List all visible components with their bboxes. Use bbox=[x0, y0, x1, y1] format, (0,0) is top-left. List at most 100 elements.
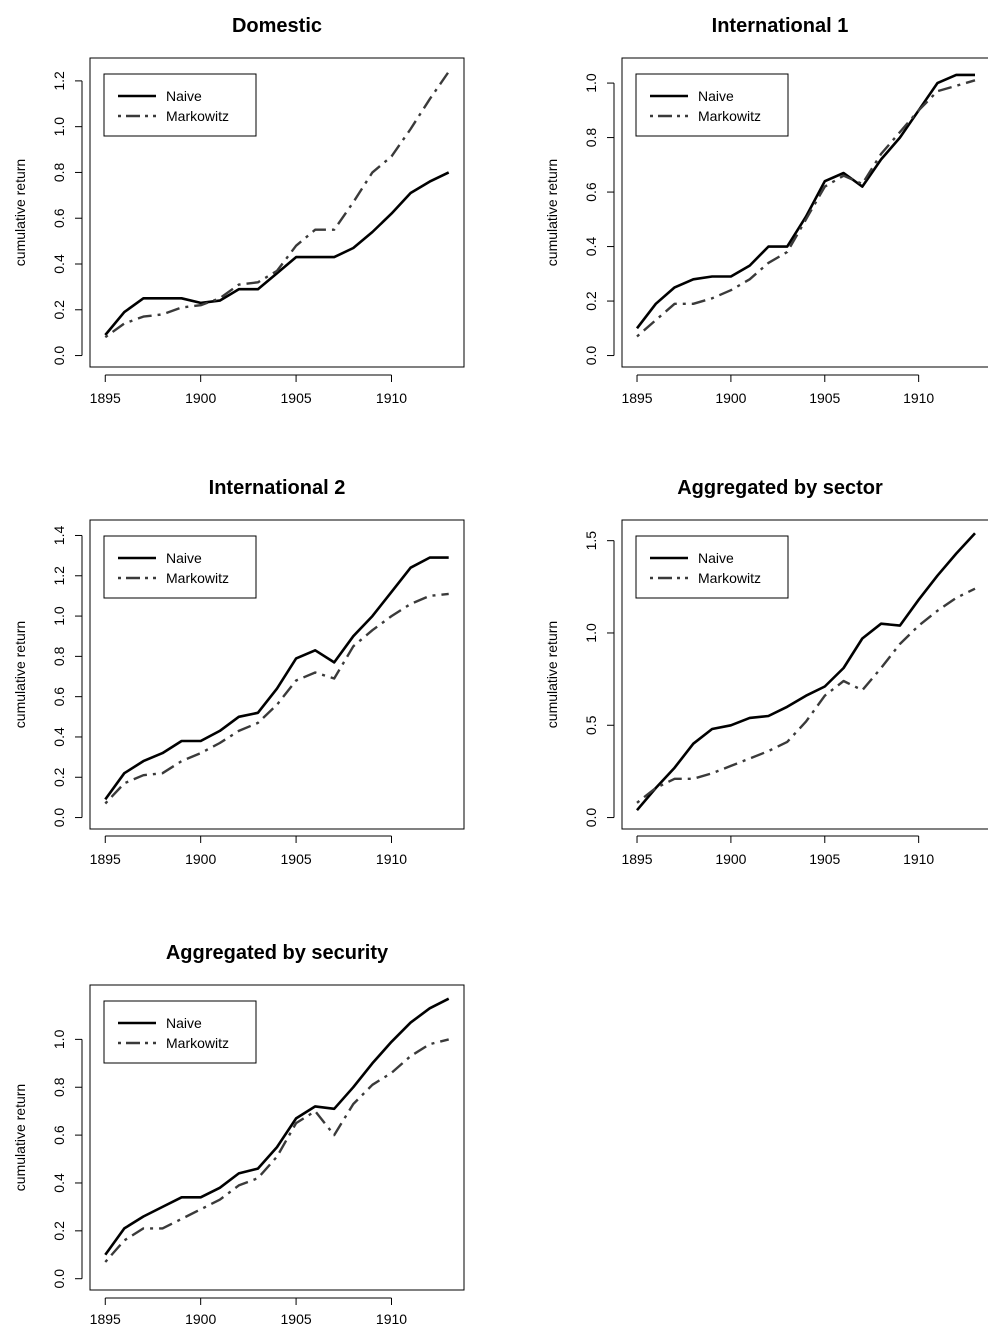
series-line-naive bbox=[104, 171, 450, 336]
series-line-markowitz bbox=[636, 587, 976, 804]
chart-panel: Domestic 1895 1900 1905 1910 0.0 0.2 0.4 0.6 0.8 1… bbox=[12, 15, 465, 406]
x-tick-label: 1910 bbox=[376, 390, 407, 406]
y-axis-label: cumulative return bbox=[544, 159, 560, 266]
legend-label: Naive bbox=[166, 550, 202, 566]
y-tick-label: 0.2 bbox=[51, 300, 67, 320]
series-line-naive bbox=[636, 532, 976, 812]
y-tick-label: 0.0 bbox=[51, 808, 67, 828]
legend: Naive Markowitz bbox=[103, 1000, 257, 1064]
legend-box bbox=[103, 1000, 257, 1064]
y-tick-label: 1.0 bbox=[51, 606, 67, 626]
chart-panel: Aggregated by sector 1895 1900 1905 1910 0.0 0… bbox=[544, 477, 988, 867]
x-tick-label: 1900 bbox=[715, 851, 746, 867]
y-tick-label: 0.6 bbox=[51, 208, 67, 228]
series-line-naive bbox=[104, 997, 450, 1256]
y-tick-label: 0.8 bbox=[51, 163, 67, 183]
y-tick-label: 0.8 bbox=[51, 1077, 67, 1097]
legend-label: Markowitz bbox=[698, 108, 761, 124]
x-tick-label: 1905 bbox=[809, 851, 840, 867]
y-tick-label: 1.0 bbox=[51, 1029, 67, 1049]
x-tick-label: 1905 bbox=[809, 390, 840, 406]
legend-label: Markowitz bbox=[166, 1035, 229, 1051]
legend-label: Markowitz bbox=[698, 570, 761, 586]
x-tick-label: 1905 bbox=[281, 390, 312, 406]
legend-label: Naive bbox=[698, 88, 734, 104]
y-tick-label: 0.6 bbox=[51, 687, 67, 707]
y-tick-label: 1.0 bbox=[583, 73, 599, 93]
chart-panel: International 2 1895 1900 1905 1910 0.0 0.2 0.4… bbox=[12, 477, 465, 867]
chart-title: International 1 bbox=[712, 15, 849, 37]
x-tick-label: 1910 bbox=[376, 1311, 407, 1327]
series-line-markowitz bbox=[104, 71, 450, 339]
y-tick-label: 0.2 bbox=[51, 1221, 67, 1241]
y-tick-label: 1.4 bbox=[51, 526, 67, 546]
y-axis-label: cumulative return bbox=[544, 621, 560, 728]
x-tick-label: 1895 bbox=[90, 1311, 121, 1327]
x-tick-label: 1895 bbox=[90, 851, 121, 867]
legend: Naive Markowitz bbox=[635, 535, 789, 599]
y-tick-label: 1.0 bbox=[583, 623, 599, 643]
x-tick-label: 1900 bbox=[185, 851, 216, 867]
x-tick-label: 1900 bbox=[185, 390, 216, 406]
y-tick-label: 1.0 bbox=[51, 117, 67, 137]
x-tick-label: 1895 bbox=[90, 390, 121, 406]
chart-title: International 2 bbox=[209, 477, 346, 499]
x-tick-label: 1910 bbox=[903, 851, 934, 867]
legend: Naive Markowitz bbox=[635, 73, 789, 137]
legend-label: Naive bbox=[698, 550, 734, 566]
x-tick-label: 1910 bbox=[903, 390, 934, 406]
legend: Naive Markowitz bbox=[103, 73, 257, 137]
y-tick-label: 0.2 bbox=[51, 767, 67, 787]
y-axis-label: cumulative return bbox=[12, 621, 28, 728]
y-tick-label: 0.4 bbox=[583, 237, 599, 257]
plot-border bbox=[89, 519, 465, 830]
series-line-naive bbox=[104, 556, 449, 801]
x-tick-label: 1910 bbox=[376, 851, 407, 867]
legend-label: Naive bbox=[166, 1015, 202, 1031]
y-tick-label: 0.0 bbox=[51, 346, 67, 366]
y-tick-label: 0.5 bbox=[583, 715, 599, 735]
chart-panel: International 1 1895 1900 1905 1910 0.0 0.2 0.4… bbox=[544, 15, 988, 406]
x-tick-label: 1905 bbox=[281, 851, 312, 867]
y-tick-label: 0.0 bbox=[583, 808, 599, 828]
chart-title: Aggregated by sector bbox=[677, 477, 883, 499]
y-tick-label: 0.0 bbox=[51, 1269, 67, 1289]
y-tick-label: 0.6 bbox=[583, 182, 599, 202]
y-tick-label: 0.8 bbox=[583, 128, 599, 148]
y-tick-label: 0.4 bbox=[51, 254, 67, 274]
y-tick-label: 0.0 bbox=[583, 346, 599, 366]
y-tick-label: 0.4 bbox=[51, 727, 67, 747]
legend-box bbox=[103, 73, 257, 137]
x-tick-label: 1905 bbox=[281, 1311, 312, 1327]
legend-label: Markowitz bbox=[166, 108, 229, 124]
legend-label: Naive bbox=[166, 88, 202, 104]
plot-border bbox=[621, 57, 988, 368]
y-tick-label: 1.5 bbox=[583, 531, 599, 551]
x-tick-label: 1900 bbox=[715, 390, 746, 406]
y-tick-label: 1.2 bbox=[51, 566, 67, 586]
series-line-markowitz bbox=[636, 79, 976, 338]
chart-panel: Aggregated by security 1895 1900 1905 1910 0.… bbox=[12, 942, 465, 1327]
legend-label: Markowitz bbox=[166, 570, 229, 586]
legend: Naive Markowitz bbox=[103, 535, 257, 599]
x-tick-label: 1895 bbox=[621, 390, 652, 406]
y-tick-label: 0.8 bbox=[51, 646, 67, 666]
y-axis-label: cumulative return bbox=[12, 1084, 28, 1191]
legend-box bbox=[635, 73, 789, 137]
chart-title: Domestic bbox=[232, 15, 322, 37]
series-line-markowitz bbox=[104, 592, 449, 805]
y-axis-label: cumulative return bbox=[12, 159, 28, 266]
y-tick-label: 0.6 bbox=[51, 1125, 67, 1145]
legend-box bbox=[103, 535, 257, 599]
series-line-markowitz bbox=[104, 1038, 449, 1263]
legend-box bbox=[635, 535, 789, 599]
y-tick-label: 1.2 bbox=[51, 71, 67, 91]
x-tick-label: 1900 bbox=[185, 1311, 216, 1327]
plot-border bbox=[89, 984, 465, 1291]
plot-border bbox=[89, 57, 465, 368]
y-tick-label: 0.2 bbox=[583, 291, 599, 311]
y-tick-label: 0.4 bbox=[51, 1173, 67, 1193]
plot-border bbox=[621, 519, 988, 830]
x-tick-label: 1895 bbox=[621, 851, 652, 867]
